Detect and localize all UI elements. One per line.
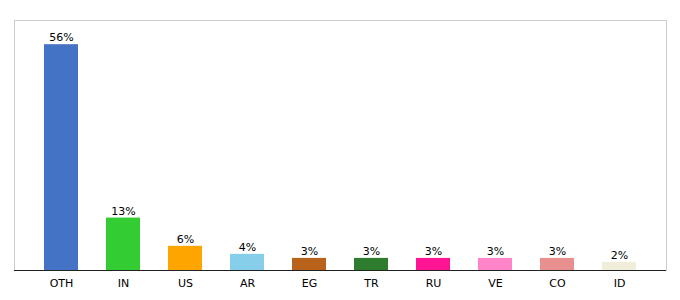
svg-text:3%: 3% [549,245,566,258]
svg-text:TR: TR [363,277,379,290]
svg-text:13%: 13% [111,205,135,218]
svg-text:VE: VE [488,277,503,290]
svg-text:3%: 3% [301,245,318,258]
svg-text:2%: 2% [611,249,628,262]
svg-text:OTH: OTH [50,277,74,290]
svg-text:US: US [178,277,193,290]
svg-text:6%: 6% [177,233,194,246]
svg-text:CO: CO [549,277,566,290]
svg-text:56%: 56% [49,31,73,44]
svg-text:4%: 4% [239,241,256,254]
svg-text:EG: EG [302,277,317,290]
svg-text:ID: ID [614,277,626,290]
svg-text:IN: IN [118,277,129,290]
svg-text:3%: 3% [363,245,380,258]
svg-text:3%: 3% [487,245,504,258]
svg-text:3%: 3% [425,245,442,258]
svg-text:AR: AR [240,277,256,290]
svg-text:RU: RU [426,277,442,290]
